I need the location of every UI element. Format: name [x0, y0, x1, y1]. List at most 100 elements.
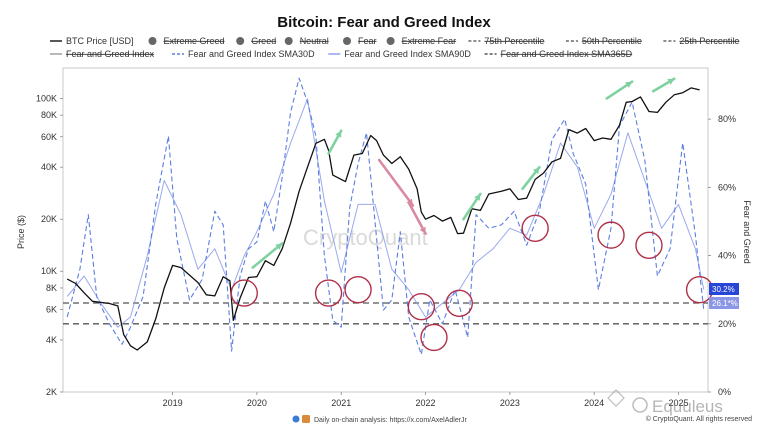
legend-item-2: Greed [236, 36, 276, 46]
legend-dot-icon [386, 37, 395, 45]
footer: Daily on-chain analysis: https://x.com/A… [292, 415, 468, 424]
books-icon [302, 415, 310, 423]
legend-dot-icon [284, 37, 293, 45]
highlight-circle [344, 275, 372, 304]
legend-item-6: 75th Percentile [468, 36, 544, 46]
legend-label: Fear and Greed Index SMA90D [344, 49, 471, 59]
legend-label: Extreme Fear [402, 36, 457, 46]
price-tick-label: 4K [46, 335, 57, 345]
fear-greed-axis: 0% 20% 40% 60% 80% [708, 114, 736, 397]
legend-item-11: Fear and Greed Index SMA90D [328, 49, 471, 59]
legend-label: Extreme Greed [164, 36, 225, 46]
legend-item-5: Extreme Fear [386, 36, 457, 46]
series-line-2 [66, 98, 705, 328]
legend-dot-icon [236, 37, 245, 45]
copyright-text: © CryptoQuant. All rights reserved [646, 415, 752, 423]
series-line-0 [66, 87, 700, 351]
legend-label: 50th Percentile [582, 36, 642, 46]
highlight-circle [314, 279, 343, 307]
legend-label: Fear and Greed Index SMA365D [501, 49, 633, 59]
dashed-levels [63, 302, 708, 325]
badge-label: 26.1*% [712, 299, 738, 308]
plot-area [62, 67, 709, 393]
legend-label: BTC Price [USD] [66, 36, 134, 46]
up-arrow [251, 242, 284, 269]
price-tick-label: 60K [41, 132, 57, 142]
highlight-circle [521, 214, 549, 242]
price-axis-label: Price ($) [16, 215, 26, 249]
price-tick-label: 80K [41, 110, 57, 120]
highlight-circle [420, 323, 448, 352]
chart-title: Bitcoin: Fear and Greed Index [277, 14, 491, 31]
up-arrow-head [625, 81, 633, 88]
legend-label: Greed [251, 36, 276, 46]
up-arrow-head [532, 167, 540, 175]
time-tick-label: 2021 [331, 398, 351, 408]
series-line-1 [66, 77, 705, 356]
price-axis: 2K 4K 6K 8K 10K 20K 40K 60K 80K 100K [36, 93, 63, 397]
time-tick-label: 2019 [163, 398, 183, 408]
brand-name: Equuleus [652, 397, 723, 416]
time-axis: 2019 2020 2021 2022 2023 2024 2025 [163, 392, 689, 408]
up-arrow-head [474, 193, 481, 201]
time-tick-label: 2020 [247, 398, 267, 408]
highlight-circle [685, 275, 714, 304]
legend-dot-icon [148, 37, 157, 45]
watermark: CryptoQuant [303, 225, 428, 250]
time-tick-label: 2025 [668, 398, 688, 408]
legend-label: 75th Percentile [484, 36, 544, 46]
legend-item-1: Extreme Greed [148, 36, 225, 46]
price-tick-label: 2K [46, 387, 57, 397]
legend-label: Fear and Greed Index [66, 49, 155, 59]
value-badges: 30.2% 26.1*% [709, 283, 739, 309]
legend-item-9: Fear and Greed Index [50, 49, 155, 59]
value-badge: 26.1*% [709, 296, 739, 309]
time-tick-label: 2022 [416, 398, 436, 408]
legend-label: Fear [358, 36, 377, 46]
down-arrow [377, 158, 415, 207]
badge-label: 30.2% [712, 285, 735, 294]
price-tick-label: 6K [46, 305, 57, 315]
value-badge: 30.2% [709, 283, 739, 296]
badge-box [709, 283, 739, 296]
up-arrow-head [275, 243, 283, 250]
price-tick-label: 100K [36, 93, 57, 103]
time-tick-label: 2023 [500, 398, 520, 408]
legend-label: 25th Percentile [679, 36, 739, 46]
badge-box [709, 296, 739, 309]
fear-greed-axis-label: Fear and Greed [742, 200, 752, 264]
price-tick-label: 40K [41, 162, 57, 172]
price-tick-label: 10K [41, 266, 57, 276]
price-tick-label: 8K [46, 283, 57, 293]
chart-legend: BTC Price [USD] Extreme Greed Greed Neutral… [50, 36, 739, 59]
highlight-circle [230, 279, 258, 307]
fear-greed-tick-label: 20% [718, 319, 736, 329]
up-arrow-head [667, 78, 675, 85]
legend-item-7: 50th Percentile [565, 36, 642, 46]
legend-item-0: BTC Price [USD] [50, 36, 134, 46]
footer-text[interactable]: Daily on-chain analysis: https://x.com/A… [314, 417, 468, 424]
legend-label: Fear and Greed Index SMA30D [188, 49, 315, 59]
at-icon [632, 397, 648, 413]
price-tick-label: 20K [41, 214, 57, 224]
down-arrow-head [419, 226, 426, 234]
highlight-circle [635, 231, 663, 260]
highlight-circle [407, 293, 436, 321]
highlight-circles [230, 214, 714, 352]
legend-item-8: 25th Percentile [663, 36, 739, 46]
fear-greed-tick-label: 80% [718, 114, 736, 124]
up-arrow-head [335, 130, 342, 138]
fear-greed-tick-label: 0% [718, 387, 731, 397]
legend-item-3: Neutral [284, 36, 329, 46]
legend-dot-icon [343, 37, 351, 45]
brand-logo: Equuleus [607, 389, 723, 416]
highlight-circle [597, 221, 625, 249]
legend-item-12: Fear and Greed Index SMA365D [484, 49, 633, 59]
legend-item-10: Fear and Greed Index SMA30D [172, 49, 315, 59]
highlight-circle [445, 289, 473, 318]
globe-icon [292, 415, 300, 423]
legend-label: Neutral [300, 36, 329, 46]
series-lines [66, 77, 705, 356]
time-tick-label: 2024 [584, 398, 604, 408]
